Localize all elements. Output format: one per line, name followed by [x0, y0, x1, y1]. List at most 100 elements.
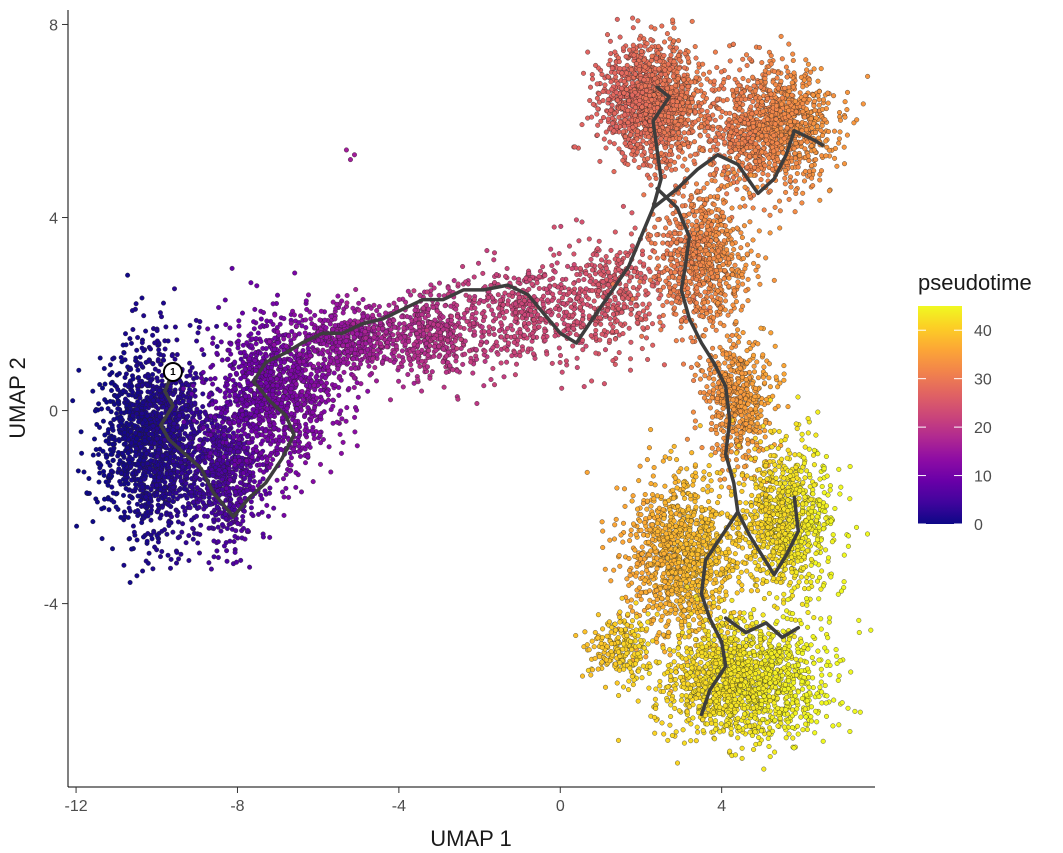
cell-point	[580, 347, 586, 353]
cell-point	[336, 392, 342, 398]
cell-point	[186, 501, 191, 506]
cell-point	[537, 268, 543, 274]
cell-point	[647, 269, 653, 275]
cell-point	[514, 361, 519, 367]
cell-point	[339, 320, 345, 326]
cell-point	[289, 411, 294, 417]
cell-point	[376, 312, 382, 318]
cell-point	[189, 484, 195, 490]
cell-point	[335, 359, 340, 365]
cell-point	[268, 461, 274, 467]
cell-point	[603, 347, 608, 353]
cell-point	[556, 345, 562, 351]
cell-point	[534, 280, 540, 286]
cell-point	[245, 380, 251, 386]
cell-point	[267, 339, 273, 345]
cell-point	[293, 323, 299, 329]
cell-point	[350, 321, 356, 327]
cell-point	[97, 424, 102, 430]
cell-point	[211, 538, 217, 544]
cell-point	[628, 231, 634, 237]
cell-point	[517, 330, 523, 336]
cell-point	[170, 392, 176, 398]
cell-point	[501, 374, 507, 380]
cell-point	[406, 356, 412, 362]
cell-point	[300, 348, 306, 353]
cell-point	[172, 286, 177, 292]
cell-point	[227, 477, 233, 483]
cell-point	[461, 311, 467, 317]
cell-point	[275, 292, 280, 298]
cell-point	[102, 432, 108, 438]
cell-point	[390, 332, 396, 338]
cell-point	[337, 339, 343, 345]
cell-point	[427, 343, 433, 349]
cell-point	[549, 263, 555, 268]
cell-point	[115, 399, 121, 405]
cell-point	[551, 224, 557, 230]
cell-point	[224, 558, 230, 564]
cell-point	[250, 407, 256, 413]
cell-point	[208, 376, 214, 382]
cell-point	[334, 301, 340, 307]
cell-point	[616, 350, 622, 356]
cell-point	[589, 288, 595, 294]
cell-point	[182, 486, 188, 492]
cell-point	[391, 349, 397, 355]
cell-point	[157, 439, 163, 445]
cell-point	[468, 359, 474, 365]
cell-point	[227, 389, 233, 394]
cell-point	[360, 297, 366, 302]
cell-point	[294, 406, 300, 412]
cell-point	[280, 489, 285, 495]
cell-point	[193, 370, 199, 376]
cell-point	[100, 385, 105, 391]
cell-point	[425, 352, 431, 358]
cell-point	[254, 283, 260, 289]
cell-point	[443, 369, 449, 375]
cell-point	[221, 428, 227, 433]
cell-point	[401, 325, 407, 331]
cell-point	[476, 260, 481, 266]
cell-point	[365, 388, 371, 394]
cell-point	[610, 311, 616, 317]
cell-point	[116, 371, 122, 376]
cell-point	[221, 432, 227, 438]
cell-point	[148, 346, 153, 352]
cell-point	[155, 357, 161, 363]
cell-point	[162, 485, 168, 490]
cell-point	[600, 283, 606, 289]
cell-point	[81, 469, 87, 475]
cell-point	[569, 266, 575, 272]
cell-point	[135, 493, 141, 499]
cell-point	[608, 247, 614, 253]
cell-point	[205, 427, 211, 433]
cell-point	[385, 340, 390, 345]
cell-point	[129, 308, 135, 314]
cell-point	[612, 297, 618, 303]
cell-point	[283, 472, 289, 478]
cell-point	[536, 324, 542, 330]
cell-point	[281, 476, 286, 482]
cell-point	[497, 297, 503, 303]
cell-point	[311, 364, 317, 369]
cell-point	[447, 331, 453, 337]
cell-point	[528, 346, 534, 352]
cell-point	[108, 409, 114, 415]
cell-point	[597, 315, 603, 321]
cell-point	[232, 533, 238, 539]
cell-point	[407, 332, 413, 338]
cell-point	[154, 328, 160, 334]
cell-point	[135, 335, 141, 340]
cell-point	[191, 499, 197, 505]
cell-point	[263, 346, 269, 352]
cell-point	[443, 322, 449, 328]
cell-point	[312, 325, 317, 331]
cell-point	[542, 328, 548, 334]
cell-point	[570, 343, 576, 349]
cell-point	[235, 402, 241, 408]
cell-point	[156, 347, 162, 353]
cell-point	[271, 421, 277, 427]
cell-point	[411, 288, 417, 294]
cell-point	[393, 344, 399, 350]
